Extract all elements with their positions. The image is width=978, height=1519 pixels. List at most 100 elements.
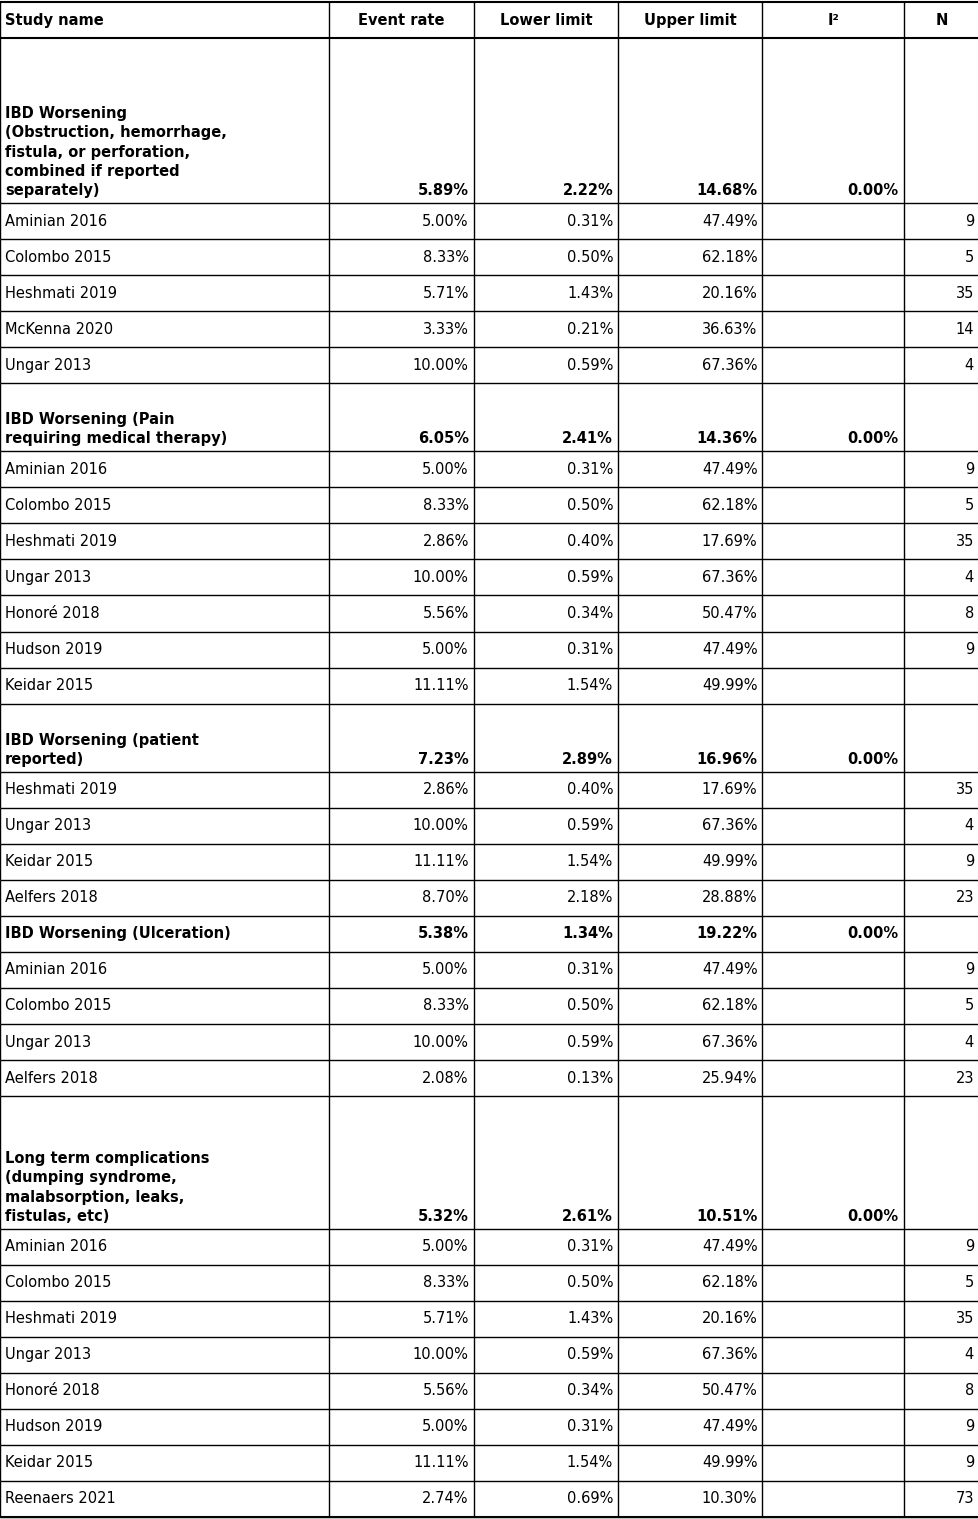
Bar — [0, 845, 978, 880]
Bar — [0, 1229, 978, 1265]
Text: 11.11%: 11.11% — [413, 1455, 468, 1470]
Text: Upper limit: Upper limit — [644, 12, 735, 27]
Text: 20.16%: 20.16% — [701, 286, 757, 301]
Text: 23: 23 — [955, 1071, 973, 1086]
Text: 47.49%: 47.49% — [701, 963, 757, 977]
Text: 5: 5 — [963, 998, 973, 1013]
Text: Colombo 2015: Colombo 2015 — [5, 249, 111, 264]
Text: 5: 5 — [963, 249, 973, 264]
Text: Ungar 2013: Ungar 2013 — [5, 819, 91, 834]
Text: 9: 9 — [963, 643, 973, 658]
Text: Reenaers 2021: Reenaers 2021 — [5, 1492, 115, 1507]
Text: 20.16%: 20.16% — [701, 1311, 757, 1326]
Text: 10.51%: 10.51% — [695, 1209, 757, 1224]
Text: Honoré 2018: Honoré 2018 — [5, 606, 100, 621]
Text: IBD Worsening
(Obstruction, hemorrhage,
fistula, or perforation,
combined if rep: IBD Worsening (Obstruction, hemorrhage, … — [5, 106, 227, 197]
Text: 67.36%: 67.36% — [701, 1034, 757, 1050]
Text: 0.50%: 0.50% — [566, 498, 612, 513]
Text: 0.31%: 0.31% — [566, 643, 612, 658]
Text: 2.74%: 2.74% — [422, 1492, 468, 1507]
Text: 67.36%: 67.36% — [701, 819, 757, 834]
Text: 5.56%: 5.56% — [422, 1384, 468, 1399]
Text: 19.22%: 19.22% — [695, 927, 757, 942]
Text: 7.23%: 7.23% — [418, 752, 468, 767]
Text: 5.38%: 5.38% — [418, 927, 468, 942]
Text: Long term complications
(dumping syndrome,
malabsorption, leaks,
fistulas, etc): Long term complications (dumping syndrom… — [5, 1151, 209, 1224]
Text: N: N — [934, 12, 947, 27]
Bar — [0, 880, 978, 916]
Bar — [0, 488, 978, 524]
Text: 5.71%: 5.71% — [422, 1311, 468, 1326]
Text: 35: 35 — [955, 782, 973, 797]
Text: 0.50%: 0.50% — [566, 1276, 612, 1290]
Text: Aelfers 2018: Aelfers 2018 — [5, 1071, 98, 1086]
Bar — [0, 524, 978, 559]
Text: 62.18%: 62.18% — [701, 249, 757, 264]
Text: 0.69%: 0.69% — [566, 1492, 612, 1507]
Text: 9: 9 — [963, 1240, 973, 1255]
Text: 10.00%: 10.00% — [413, 1034, 468, 1050]
Bar — [0, 1337, 978, 1373]
Text: 8.33%: 8.33% — [422, 249, 468, 264]
Text: 35: 35 — [955, 535, 973, 548]
Text: 0.40%: 0.40% — [566, 782, 612, 797]
Text: 62.18%: 62.18% — [701, 998, 757, 1013]
Text: 0.34%: 0.34% — [566, 1384, 612, 1399]
Text: 23: 23 — [955, 890, 973, 905]
Text: 14.68%: 14.68% — [695, 182, 757, 197]
Bar — [0, 1097, 978, 1229]
Bar — [0, 38, 978, 204]
Text: IBD Worsening (patient
reported): IBD Worsening (patient reported) — [5, 732, 199, 767]
Text: 62.18%: 62.18% — [701, 498, 757, 513]
Text: 8.33%: 8.33% — [422, 998, 468, 1013]
Bar — [0, 348, 978, 383]
Bar — [0, 2, 978, 38]
Text: 14.36%: 14.36% — [695, 431, 757, 447]
Text: 9: 9 — [963, 214, 973, 228]
Bar — [0, 632, 978, 667]
Text: Study name: Study name — [5, 12, 104, 27]
Text: Heshmati 2019: Heshmati 2019 — [5, 286, 117, 301]
Text: 0.59%: 0.59% — [566, 357, 612, 372]
Text: 5.00%: 5.00% — [422, 963, 468, 977]
Text: Event rate: Event rate — [358, 12, 444, 27]
Text: 0.13%: 0.13% — [566, 1071, 612, 1086]
Text: 16.96%: 16.96% — [695, 752, 757, 767]
Text: 0.59%: 0.59% — [566, 819, 612, 834]
Bar — [0, 275, 978, 311]
Bar — [0, 1024, 978, 1060]
Text: 2.61%: 2.61% — [561, 1209, 612, 1224]
Text: Ungar 2013: Ungar 2013 — [5, 1347, 91, 1363]
Text: 0.34%: 0.34% — [566, 606, 612, 621]
Text: 0.59%: 0.59% — [566, 1034, 612, 1050]
Text: I²: I² — [826, 12, 838, 27]
Text: 5.00%: 5.00% — [422, 1419, 468, 1434]
Text: 1.54%: 1.54% — [566, 677, 612, 693]
Text: 47.49%: 47.49% — [701, 462, 757, 477]
Text: 35: 35 — [955, 1311, 973, 1326]
Bar — [0, 1481, 978, 1517]
Bar — [0, 559, 978, 595]
Text: 50.47%: 50.47% — [701, 606, 757, 621]
Text: Heshmati 2019: Heshmati 2019 — [5, 1311, 117, 1326]
Bar — [0, 667, 978, 703]
Text: Aminian 2016: Aminian 2016 — [5, 963, 107, 977]
Text: 0.31%: 0.31% — [566, 214, 612, 228]
Text: McKenna 2020: McKenna 2020 — [5, 322, 113, 337]
Text: 9: 9 — [963, 462, 973, 477]
Text: 10.00%: 10.00% — [413, 570, 468, 585]
Text: 10.00%: 10.00% — [413, 1347, 468, 1363]
Text: 4: 4 — [963, 1034, 973, 1050]
Text: 0.31%: 0.31% — [566, 1419, 612, 1434]
Text: 5.89%: 5.89% — [418, 182, 468, 197]
Text: 8: 8 — [963, 606, 973, 621]
Text: Keidar 2015: Keidar 2015 — [5, 677, 93, 693]
Text: 8.33%: 8.33% — [422, 498, 468, 513]
Text: 49.99%: 49.99% — [701, 854, 757, 869]
Text: 5.00%: 5.00% — [422, 462, 468, 477]
Bar — [0, 916, 978, 952]
Text: 10.30%: 10.30% — [701, 1492, 757, 1507]
Text: Colombo 2015: Colombo 2015 — [5, 498, 111, 513]
Bar — [0, 952, 978, 987]
Text: Hudson 2019: Hudson 2019 — [5, 643, 103, 658]
